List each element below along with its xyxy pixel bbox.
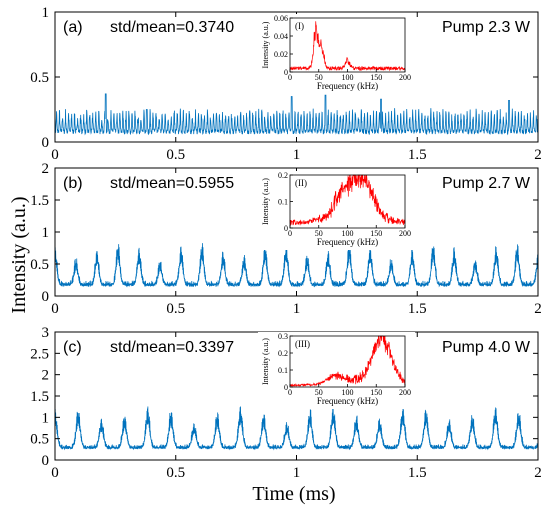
inset-x-axis-label: Frequency (kHz) <box>317 396 378 406</box>
panel-c: 0 0.5 1 1.5 2 0 0.5 1 1.5 2 2.5 3 (c) std/mean=0.3397… <box>30 325 542 481</box>
inset-x-tick-label: 200 <box>399 229 411 238</box>
inset-x-tick-label: 200 <box>399 73 411 82</box>
pump-annotation: Pump 2.3 W <box>442 19 531 36</box>
panel-label: (b) <box>63 175 83 192</box>
inset-spectrum-line <box>289 335 406 388</box>
x-axis-label: Time (ms) <box>252 483 335 505</box>
y-tick-label: 0 <box>42 453 50 469</box>
y-tick-label: 1.5 <box>30 389 49 405</box>
inset-x-tick-label: 150 <box>370 73 382 82</box>
panel-a: 0 0.5 1 1.5 2 0 0.5 1 (a) std/mean=0.3740 Pump 2.3… <box>30 5 542 163</box>
y-tick-label: 0.5 <box>30 432 49 448</box>
y-tick-label: 0.5 <box>30 257 49 273</box>
inset-y-tick-label: 0.2 <box>278 349 288 358</box>
inset-y-tick-label: 0.04 <box>274 32 288 41</box>
std-mean-annotation: std/mean=0.5955 <box>110 175 234 192</box>
inset-x-tick-label: 100 <box>342 229 354 238</box>
x-tick-label: 1.5 <box>408 147 427 163</box>
inset-a: 0 50 100 150 200 0 0.02 0.04 0.06 (I) Frequency (k… <box>258 14 415 94</box>
inset-y-tick-label: 0 <box>284 224 288 233</box>
inset-y-tick-label: 0.2 <box>278 171 288 180</box>
series-line <box>54 406 539 451</box>
x-tick-label: 2 <box>534 301 542 317</box>
std-mean-annotation: std/mean=0.3740 <box>110 19 234 36</box>
x-tick-label: 2 <box>534 147 542 163</box>
inset-x-tick-label: 0 <box>288 388 292 397</box>
inset-y-tick-label: 0.1 <box>278 198 288 207</box>
inset-label: (II) <box>295 178 307 188</box>
inset-label: (I) <box>295 21 304 31</box>
series-line <box>54 241 539 288</box>
inset-y-axis-label: Intensity (a.u.) <box>261 21 270 68</box>
x-tick-label: 2 <box>534 465 542 481</box>
inset-y-tick-label: 0.1 <box>278 366 288 375</box>
x-tick-label: 0 <box>51 301 59 317</box>
series-line <box>54 93 539 136</box>
inset-x-tick-label: 100 <box>342 73 354 82</box>
pump-annotation: Pump 4.0 W <box>442 339 531 356</box>
inset-background <box>258 14 415 94</box>
y-tick-label: 1.5 <box>30 193 49 209</box>
inset-y-tick-label: 0.06 <box>274 14 288 23</box>
y-tick-label: 1 <box>42 5 50 21</box>
inset-x-tick-label: 50 <box>315 388 323 397</box>
inset-x-tick-label: 50 <box>315 73 323 82</box>
x-tick-label: 0 <box>51 147 59 163</box>
inset-spectrum-line <box>289 21 406 72</box>
inset-y-tick-label: 0.02 <box>274 50 288 59</box>
x-tick-label: 0.5 <box>166 147 185 163</box>
inset-b: 0 50 100 150 200 0 0.1 0.2 (II) Frequency (kHz) In… <box>258 171 415 250</box>
inset-x-axis-label: Frequency (kHz) <box>317 81 378 91</box>
y-tick-label: 2 <box>42 368 50 384</box>
inset-x-tick-label: 50 <box>315 229 323 238</box>
y-tick-label: 0.5 <box>30 70 49 86</box>
y-tick-label: 0 <box>42 135 50 151</box>
inset-label: (III) <box>295 339 310 349</box>
std-mean-annotation: std/mean=0.3397 <box>110 339 234 356</box>
inset-y-tick-label: 0.3 <box>278 332 288 341</box>
x-tick-label: 0 <box>51 465 59 481</box>
inset-x-tick-label: 150 <box>370 229 382 238</box>
y-tick-label: 3 <box>42 325 50 341</box>
inset-x-tick-label: 200 <box>399 388 411 397</box>
panel-label: (c) <box>63 339 82 356</box>
pump-annotation: Pump 2.7 W <box>442 175 531 192</box>
inset-y-axis-label: Intensity (a.u.) <box>261 338 270 385</box>
inset-c: 0 50 100 150 200 0 0.1 0.2 0.3 (III) Frequency (kH… <box>258 332 415 409</box>
inset-y-tick-label: 0 <box>284 68 288 77</box>
panel-b: 0 0.5 1 1.5 2 0 0.5 1 1.5 2 (b) std/mean=0.5955 Pump… <box>30 161 542 317</box>
x-tick-label: 1 <box>293 301 301 317</box>
y-tick-label: 2 <box>42 161 50 177</box>
y-tick-label: 0 <box>42 289 50 305</box>
inset-spectrum-line <box>289 174 406 226</box>
x-tick-label: 0.5 <box>166 301 185 317</box>
y-axis-label: Intensity (a.u.) <box>8 196 30 313</box>
inset-x-tick-label: 0 <box>288 229 292 238</box>
inset-x-tick-label: 100 <box>342 388 354 397</box>
inset-y-axis-label: Intensity (a.u.) <box>261 178 270 225</box>
x-tick-label: 1 <box>293 465 301 481</box>
x-tick-label: 1.5 <box>408 465 427 481</box>
inset-x-tick-label: 0 <box>288 73 292 82</box>
y-tick-label: 1 <box>42 225 50 241</box>
inset-y-tick-label: 0 <box>284 383 288 392</box>
y-tick-label: 1 <box>42 410 50 426</box>
panel-label: (a) <box>63 19 83 36</box>
y-tick-label: 2.5 <box>30 346 49 362</box>
inset-x-axis-label: Frequency (kHz) <box>317 237 378 247</box>
x-tick-label: 1 <box>293 147 301 163</box>
inset-background <box>258 171 415 250</box>
x-tick-label: 0.5 <box>166 465 185 481</box>
inset-x-tick-label: 150 <box>370 388 382 397</box>
x-tick-label: 1.5 <box>408 301 427 317</box>
